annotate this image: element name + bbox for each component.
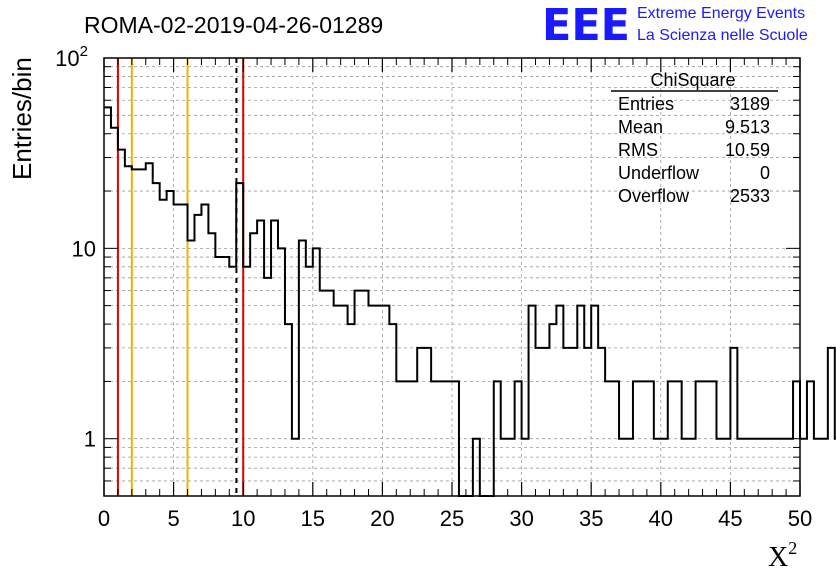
x-tick-label: 20 bbox=[370, 506, 394, 531]
stats-value: 10.59 bbox=[725, 140, 770, 160]
x-tick-label: 10 bbox=[231, 506, 255, 531]
x-axis-label: X2 bbox=[768, 538, 797, 572]
x-tick-label: 15 bbox=[301, 506, 325, 531]
eee-logo-line2: La Scienza nelle Scuole bbox=[637, 27, 808, 44]
chart-title: ROMA-02-2019-04-26-01289 bbox=[84, 12, 383, 38]
stats-box: ChiSquare Entries 3189 Mean 9.513 RMS 10.59 Un… bbox=[611, 70, 778, 206]
stats-title: ChiSquare bbox=[650, 70, 735, 90]
x-tick-label: 50 bbox=[788, 506, 812, 531]
axis-ticks: 0 5 10 15 20 25 30 35 40 45 50 1 10 102 bbox=[55, 43, 812, 531]
x-tick-label: 5 bbox=[167, 506, 179, 531]
eee-logo-mark: EEE bbox=[542, 0, 630, 51]
stats-label: Underflow bbox=[618, 163, 700, 183]
x-tick-label: 40 bbox=[649, 506, 673, 531]
x-tick-label: 25 bbox=[440, 506, 464, 531]
grid-lines bbox=[104, 58, 800, 497]
y-axis-label: Entries/bin bbox=[7, 57, 37, 180]
x-tick-label: 35 bbox=[579, 506, 603, 531]
stats-value: 0 bbox=[760, 163, 770, 183]
x-axis-label-main: X bbox=[768, 542, 788, 572]
x-tick-label: 30 bbox=[509, 506, 533, 531]
stats-rows: Entries 3189 Mean 9.513 RMS 10.59 Underflow 0 Ov… bbox=[618, 94, 770, 206]
stats-value: 2533 bbox=[730, 186, 770, 206]
x-axis-label-superscript: 2 bbox=[788, 538, 797, 558]
stats-value: 9.513 bbox=[725, 117, 770, 137]
eee-logo-line1: Extreme Energy Events bbox=[637, 5, 805, 22]
reference-lines bbox=[116, 58, 245, 496]
stats-label: Mean bbox=[618, 117, 663, 137]
y-tick-label: 102 bbox=[55, 43, 88, 71]
stats-value: 3189 bbox=[730, 94, 770, 114]
stats-label: Overflow bbox=[618, 186, 690, 206]
x-tick-label: 45 bbox=[718, 506, 742, 531]
y-tick-label: 10 bbox=[72, 236, 96, 261]
y-tick-label: 1 bbox=[84, 427, 96, 452]
stats-label: RMS bbox=[618, 140, 658, 160]
histogram-series bbox=[104, 106, 836, 497]
eee-logo: EEE Extreme Energy Events La Scienza nel… bbox=[542, 0, 808, 51]
x-tick-label: 0 bbox=[98, 506, 110, 531]
stats-label: Entries bbox=[618, 94, 674, 114]
